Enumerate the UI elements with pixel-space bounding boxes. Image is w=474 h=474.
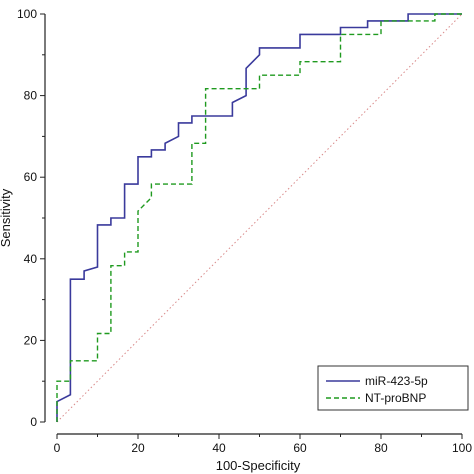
x-tick-label: 40 bbox=[212, 441, 226, 455]
y-tick-label: 80 bbox=[24, 89, 38, 103]
series-group bbox=[56, 13, 462, 422]
legend-label-mir-423-5p: miR-423-5p bbox=[365, 374, 428, 388]
x-tick-label: 20 bbox=[131, 441, 145, 455]
y-tick-label: 60 bbox=[24, 170, 38, 184]
y-tick-label: 100 bbox=[17, 7, 37, 21]
tick-labels: 0 20 40 60 80 100 0 20 40 60 80 100 bbox=[17, 7, 472, 455]
y-tick-label: 40 bbox=[24, 252, 38, 266]
x-axis-label: 100-Specificity bbox=[216, 458, 301, 473]
legend: miR-423-5p NT-proBNP bbox=[317, 365, 469, 411]
x-tick-label: 0 bbox=[54, 441, 61, 455]
y-axis-label: Sensitivity bbox=[0, 188, 13, 247]
series-line-mir-423-5p bbox=[56, 13, 462, 422]
y-tick-label: 20 bbox=[24, 333, 38, 347]
series-line-nt-probnp bbox=[56, 13, 462, 422]
x-tick-label: 80 bbox=[374, 441, 388, 455]
legend-label-nt-probnp: NT-proBNP bbox=[365, 391, 426, 405]
x-tick-label: 100 bbox=[452, 441, 472, 455]
legend-box bbox=[317, 365, 469, 411]
y-tick-label: 0 bbox=[30, 415, 37, 429]
x-tick-label: 60 bbox=[293, 441, 307, 455]
axes bbox=[40, 13, 463, 439]
